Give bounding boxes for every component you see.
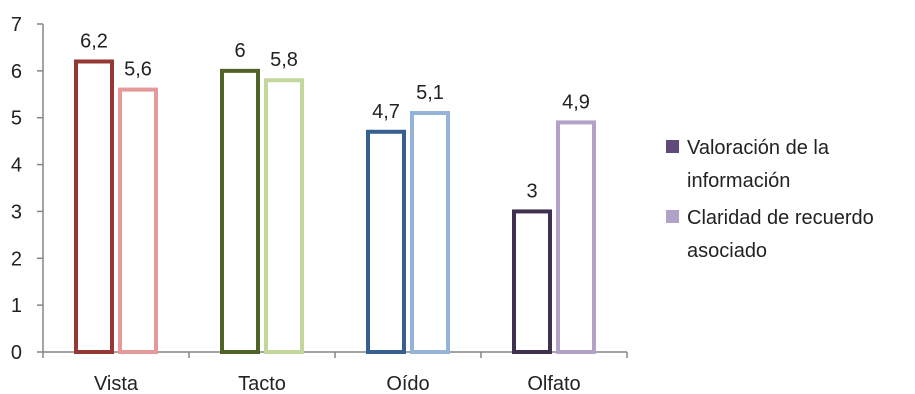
- legend-swatch: [666, 210, 679, 223]
- chart-bars: [74, 59, 596, 355]
- legend-label: información: [687, 170, 790, 192]
- chart-legend: Valoración de la información Claridad de r…: [666, 137, 874, 262]
- x-category-label: Olfato: [527, 373, 580, 394]
- y-tick-label: 2: [11, 248, 22, 270]
- y-tick-label: 4: [11, 155, 22, 177]
- data-label: 3: [526, 180, 537, 202]
- data-label: 4,9: [562, 91, 590, 113]
- data-label: 4,7: [372, 101, 400, 123]
- data-label: 5,8: [270, 49, 298, 71]
- legend-label: Claridad de recuerdo: [687, 207, 874, 229]
- legend-swatch: [666, 140, 679, 153]
- data-label: 5,1: [416, 82, 444, 104]
- y-tick-label: 1: [11, 295, 22, 317]
- bar: [264, 78, 304, 354]
- bar: [366, 129, 406, 354]
- bar: [512, 209, 552, 354]
- bar: [74, 59, 114, 354]
- bar: [410, 111, 450, 355]
- x-category-label: Vista: [94, 373, 139, 394]
- y-tick-label: 7: [11, 14, 22, 36]
- legend-label: Valoración de la: [687, 137, 830, 159]
- data-label: 5,6: [124, 59, 152, 81]
- y-tick-label: 0: [11, 342, 22, 364]
- x-category-label: Tacto: [238, 373, 286, 394]
- legend-label: asociado: [687, 240, 767, 262]
- bar: [556, 120, 596, 355]
- data-label: 6: [234, 40, 245, 62]
- bar: [118, 87, 158, 354]
- y-tick-label: 5: [11, 108, 22, 130]
- data-label: 6,2: [80, 30, 108, 52]
- chart-labels: Vista 6,2 5,6 Tacto 6 5,8 Oído 4,7 5,1 Olfato 3 4,9: [80, 30, 590, 394]
- y-tick-label: 3: [11, 201, 22, 223]
- bar: [220, 68, 260, 354]
- x-category-label: Oído: [386, 373, 429, 394]
- y-tick-label: 6: [11, 61, 22, 83]
